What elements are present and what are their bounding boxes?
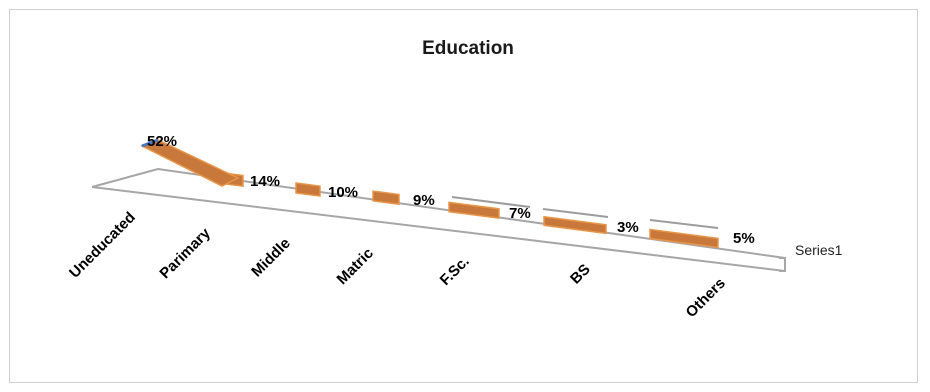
data-label: 3% xyxy=(617,219,639,236)
category-label: Others xyxy=(683,275,729,321)
data-label: 10% xyxy=(328,184,358,201)
backwall-segment xyxy=(451,196,531,208)
backwall-segment xyxy=(542,208,609,218)
backwall-segments xyxy=(451,196,719,229)
category-label: Uneducated xyxy=(66,209,139,282)
bar-middle xyxy=(295,182,321,197)
data-labels-group: 52% 14% 10% 9% 7% 3% 5% xyxy=(147,133,755,247)
bar-bs xyxy=(543,215,607,235)
legend-series-name: Series1 xyxy=(795,242,843,258)
bar-others xyxy=(649,228,719,249)
floor-outline xyxy=(91,167,786,272)
data-label: 5% xyxy=(733,230,755,247)
data-label: 7% xyxy=(509,205,531,222)
category-label: Matric xyxy=(334,245,377,288)
data-label: 52% xyxy=(147,133,177,150)
floor-right-edge xyxy=(779,257,786,272)
bar-matric xyxy=(372,190,400,206)
data-label: 9% xyxy=(413,192,435,209)
bar-fsc xyxy=(448,201,500,220)
category-label: Middle xyxy=(248,235,294,281)
category-label: F.Sc. xyxy=(437,253,473,289)
backwall-segment xyxy=(649,219,719,229)
bars-group xyxy=(140,138,719,249)
bar-highlight-edge xyxy=(141,138,159,148)
category-label: Parimary xyxy=(156,224,214,282)
chart-title: Education xyxy=(422,38,514,59)
category-label: BS xyxy=(567,261,594,288)
floor-front-edge xyxy=(91,186,786,272)
data-label: 14% xyxy=(250,173,280,190)
